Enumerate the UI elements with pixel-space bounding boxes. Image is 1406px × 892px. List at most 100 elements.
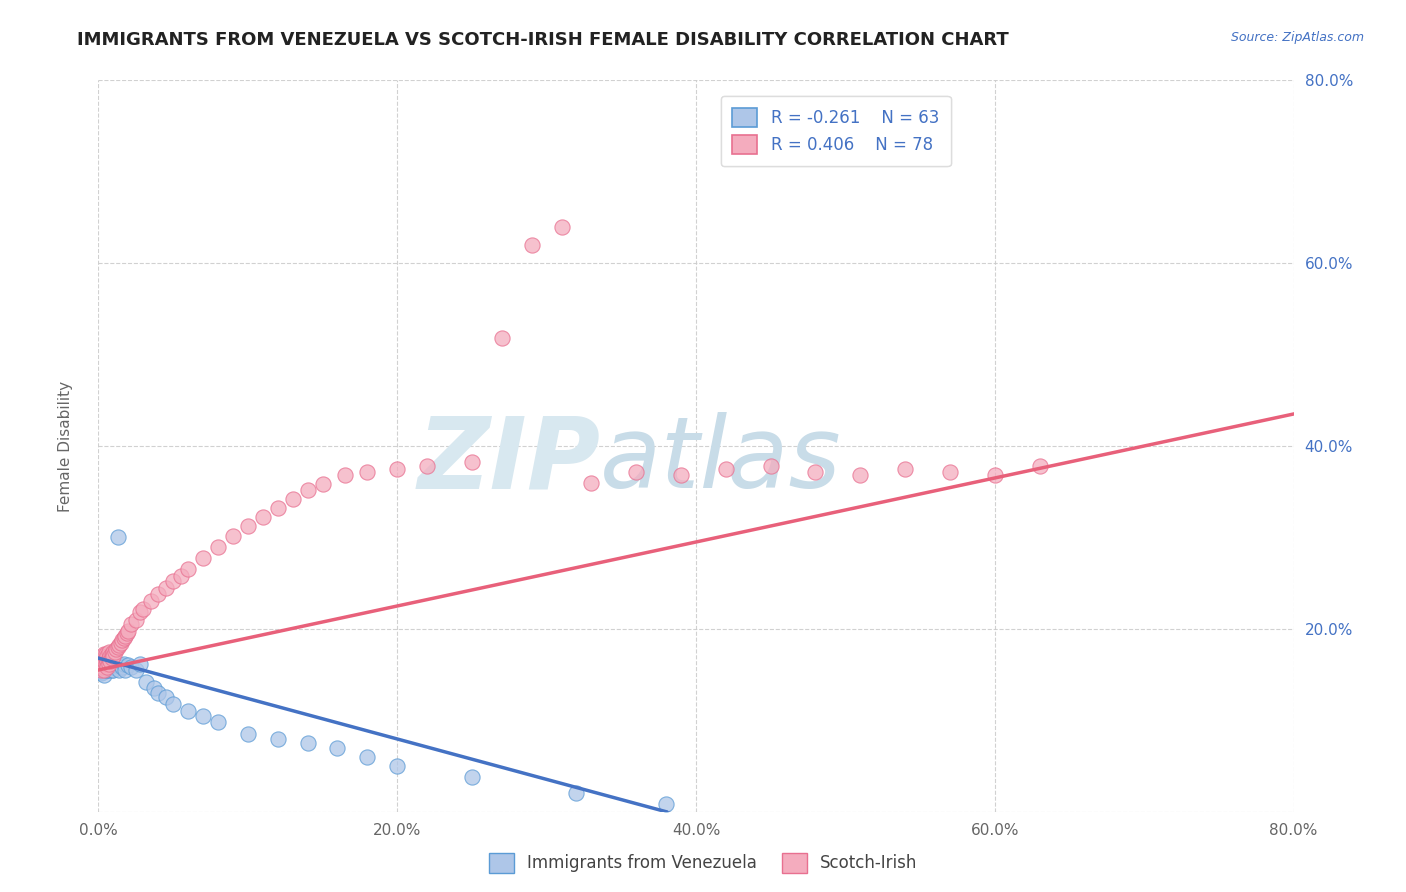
Point bbox=[93, 660, 115, 674]
Point bbox=[94, 657, 117, 671]
Point bbox=[98, 660, 122, 674]
Point bbox=[101, 648, 124, 662]
Point bbox=[103, 663, 125, 677]
Point bbox=[89, 654, 111, 668]
Point bbox=[96, 660, 118, 674]
Point bbox=[89, 658, 111, 673]
Point bbox=[94, 657, 117, 671]
Point bbox=[96, 657, 118, 671]
Point bbox=[565, 787, 588, 801]
Point bbox=[94, 658, 117, 673]
Point bbox=[148, 587, 170, 601]
Point bbox=[91, 665, 114, 679]
Point bbox=[385, 759, 409, 773]
Point bbox=[1028, 459, 1050, 474]
Point bbox=[135, 674, 157, 689]
Legend: R = -0.261    N = 63, R = 0.406    N = 78: R = -0.261 N = 63, R = 0.406 N = 78 bbox=[720, 96, 950, 166]
Point bbox=[101, 651, 124, 665]
Point bbox=[105, 658, 128, 673]
Point bbox=[252, 510, 274, 524]
Point bbox=[491, 331, 513, 345]
Point bbox=[110, 635, 132, 649]
Point bbox=[89, 654, 111, 668]
Point bbox=[98, 649, 122, 664]
Point bbox=[93, 651, 115, 665]
Point bbox=[93, 657, 115, 671]
Text: atlas: atlas bbox=[600, 412, 842, 509]
Point bbox=[101, 663, 124, 677]
Point bbox=[281, 491, 304, 506]
Point bbox=[804, 465, 827, 479]
Point bbox=[94, 663, 117, 677]
Text: ZIP: ZIP bbox=[418, 412, 600, 509]
Point bbox=[90, 663, 112, 677]
Point bbox=[162, 697, 184, 711]
Point bbox=[97, 657, 120, 671]
Point bbox=[326, 740, 349, 755]
Point bbox=[104, 645, 127, 659]
Point bbox=[94, 648, 117, 662]
Point bbox=[177, 704, 200, 718]
Point bbox=[297, 483, 319, 497]
Point bbox=[333, 468, 356, 483]
Point bbox=[129, 657, 152, 671]
Point bbox=[385, 462, 409, 476]
Point bbox=[714, 462, 737, 476]
Point bbox=[114, 629, 136, 643]
Point bbox=[297, 736, 319, 750]
Point bbox=[93, 663, 115, 677]
Point bbox=[520, 238, 543, 252]
Point bbox=[111, 632, 134, 647]
Point bbox=[849, 468, 872, 483]
Point bbox=[110, 658, 132, 673]
Point bbox=[655, 797, 678, 812]
Point bbox=[207, 540, 229, 554]
Point bbox=[112, 631, 135, 645]
Point bbox=[939, 465, 962, 479]
Point bbox=[894, 462, 917, 476]
Point bbox=[125, 663, 148, 677]
Point bbox=[105, 642, 128, 657]
Point bbox=[267, 501, 290, 516]
Point bbox=[416, 459, 439, 474]
Point bbox=[759, 459, 782, 474]
Point bbox=[90, 657, 112, 671]
Point bbox=[120, 617, 142, 632]
Point bbox=[89, 658, 111, 673]
Point bbox=[101, 658, 124, 673]
Point bbox=[97, 663, 120, 677]
Point bbox=[108, 663, 131, 677]
Point bbox=[91, 660, 114, 674]
Point bbox=[236, 519, 259, 533]
Point bbox=[669, 468, 692, 483]
Point bbox=[93, 658, 115, 673]
Point bbox=[108, 638, 131, 652]
Point bbox=[112, 657, 135, 671]
Point bbox=[222, 528, 245, 542]
Point bbox=[356, 465, 378, 479]
Point bbox=[115, 626, 138, 640]
Point bbox=[169, 569, 191, 583]
Point bbox=[356, 749, 378, 764]
Point bbox=[114, 663, 136, 677]
Point bbox=[103, 660, 125, 674]
Point bbox=[91, 657, 114, 671]
Point bbox=[461, 455, 484, 469]
Point bbox=[117, 658, 139, 673]
Point bbox=[461, 770, 484, 784]
Point bbox=[97, 645, 120, 659]
Point bbox=[91, 654, 114, 668]
Point bbox=[148, 686, 170, 700]
Point bbox=[132, 601, 155, 615]
Point bbox=[129, 606, 152, 620]
Point bbox=[984, 468, 1007, 483]
Point bbox=[117, 624, 139, 638]
Point bbox=[155, 690, 177, 705]
Point bbox=[96, 663, 118, 677]
Point bbox=[142, 681, 165, 696]
Point bbox=[90, 657, 112, 671]
Point bbox=[550, 219, 572, 234]
Point bbox=[626, 465, 648, 479]
Point bbox=[107, 530, 129, 544]
Point bbox=[311, 477, 333, 491]
